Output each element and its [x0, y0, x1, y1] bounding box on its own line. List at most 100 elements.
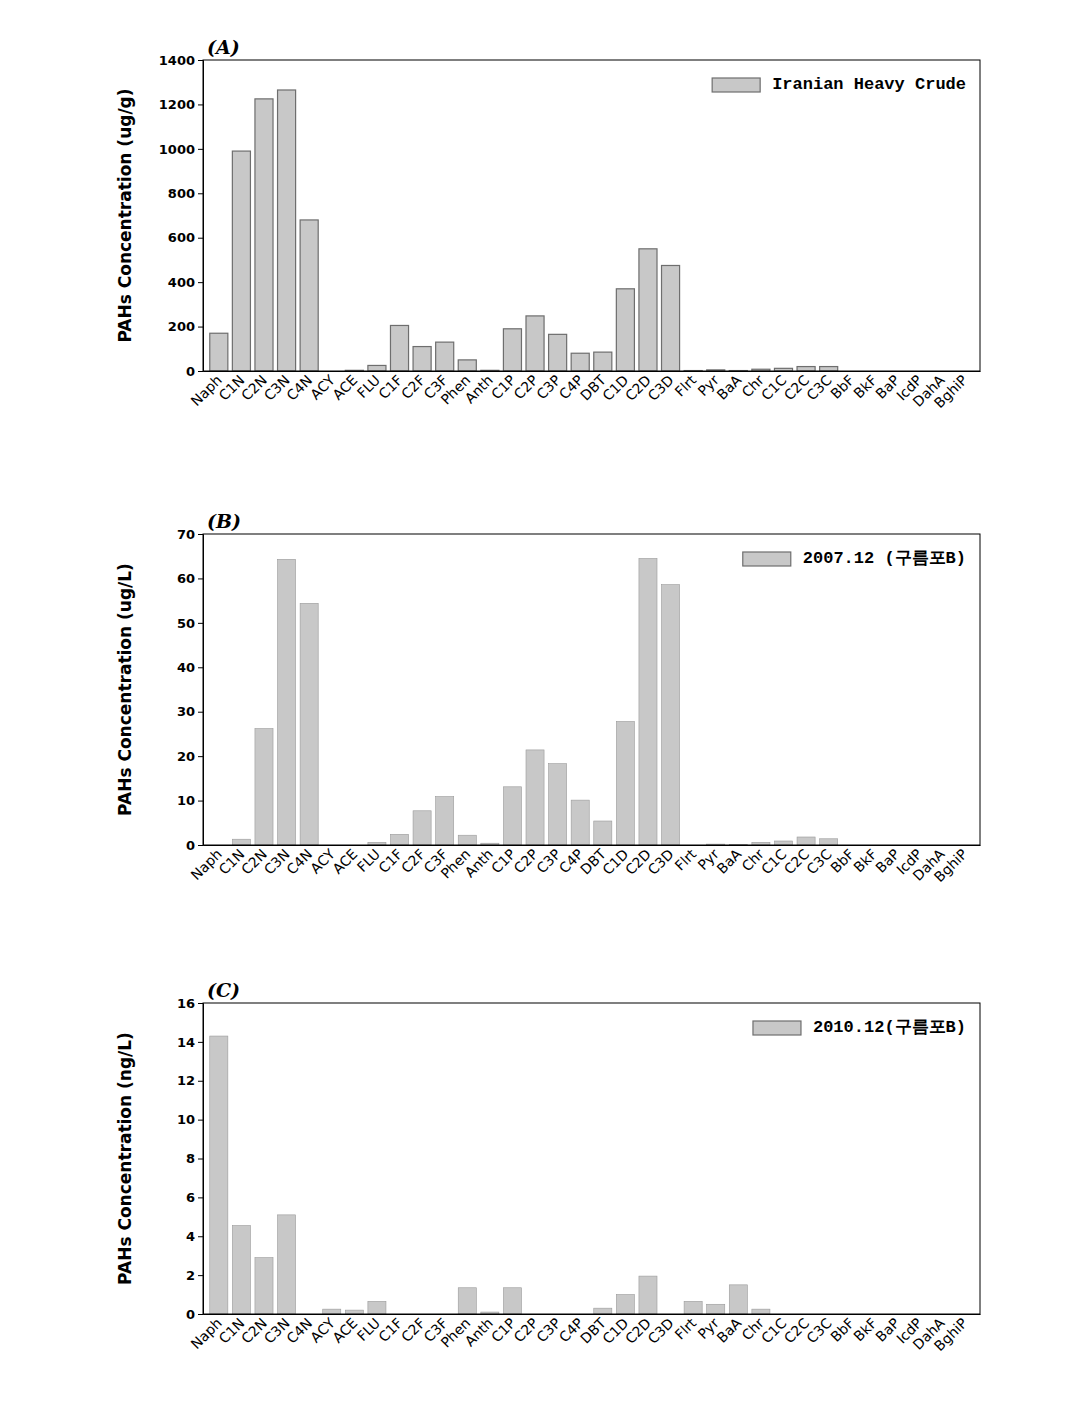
y-tick: 1400 [159, 53, 203, 68]
bar [368, 1301, 386, 1314]
y-tick-label: 1400 [159, 53, 195, 68]
y-tick-mark [198, 667, 203, 668]
bar [616, 721, 634, 845]
figure: 0200400600800100012001400NaphC1NC2NC3NC4… [0, 0, 1084, 1410]
x-tick: Flrt [672, 371, 700, 400]
bar [707, 1304, 725, 1314]
y-tick: 14 [177, 1035, 203, 1050]
y-tick: 6 [186, 1190, 203, 1205]
bar [571, 800, 589, 845]
bar [390, 834, 408, 845]
legend-swatch [712, 78, 760, 92]
y-tick-label: 6 [186, 1190, 195, 1205]
y-tick-label: 10 [177, 1112, 195, 1127]
y-axis: 0200400600800100012001400 [159, 53, 204, 379]
panel-title: (B) [207, 510, 241, 532]
bar [820, 839, 838, 845]
y-tick: 2 [186, 1268, 203, 1283]
y-tick-label: 60 [177, 571, 195, 586]
panel-title: (A) [207, 36, 240, 58]
legend-swatch [743, 552, 791, 566]
bar [368, 365, 386, 371]
bar [639, 1276, 657, 1314]
y-tick: 600 [168, 230, 203, 245]
y-axis-line [198, 61, 204, 372]
x-tick: Flrt [672, 845, 700, 874]
x-tick: Flrt [672, 1314, 700, 1343]
bar [797, 837, 815, 845]
y-tick: 30 [177, 704, 203, 719]
x-tick: FLU [354, 371, 383, 401]
y-tick: 50 [177, 616, 203, 631]
y-tick-label: 0 [186, 1307, 195, 1322]
y-tick-label: 20 [177, 749, 195, 764]
y-tick-label: 400 [168, 275, 195, 290]
y-tick: 1200 [159, 97, 203, 112]
y-tick-label: 0 [186, 838, 195, 853]
x-tick: FLU [354, 845, 383, 875]
legend-label: Iranian Heavy Crude [772, 75, 966, 94]
bar [639, 558, 657, 845]
y-tick-label: 30 [177, 704, 195, 719]
y-tick-mark [198, 149, 203, 150]
x-axis-line [204, 371, 981, 372]
y-tick-label: 800 [168, 186, 195, 201]
y-tick-label: 10 [177, 793, 195, 808]
bar [300, 603, 318, 845]
bar [684, 1301, 702, 1314]
x-tick: BghiP [931, 845, 970, 885]
y-tick-label: 50 [177, 616, 195, 631]
y-tick: 0 [186, 1307, 203, 1322]
x-tick-label: Flrt [672, 1314, 700, 1342]
bar [616, 289, 634, 371]
legend: Iranian Heavy Crude [712, 75, 966, 94]
bar [752, 1309, 770, 1314]
y-tick: 70 [177, 527, 203, 542]
x-tick-label: Flrt [672, 371, 700, 399]
y-tick: 200 [168, 319, 203, 334]
bar [662, 265, 680, 371]
y-tick-mark [198, 193, 203, 194]
y-tick: 10 [177, 1112, 203, 1127]
x-axis-line [204, 845, 981, 846]
y-tick-label: 12 [177, 1073, 195, 1088]
x-tick: FLU [354, 1314, 383, 1344]
bars [210, 90, 838, 371]
bar [503, 329, 521, 371]
panel: 010203040506070NaphC1NC2NC3NC4NACYACEFLU… [115, 510, 981, 885]
y-axis-title: PAHs Concentration (ng/L) [115, 1032, 135, 1285]
bar [436, 797, 454, 845]
y-tick: 8 [186, 1151, 203, 1166]
y-tick-mark [198, 238, 203, 239]
bar [300, 220, 318, 371]
y-tick-label: 8 [186, 1151, 195, 1166]
y-axis: 0246810121416 [177, 996, 204, 1322]
x-tick-label: BghiP [931, 846, 970, 885]
x-tick: BghiP [931, 1314, 970, 1354]
y-tick-label: 70 [177, 527, 195, 542]
bar [549, 334, 567, 371]
y-axis: 010203040506070 [177, 527, 204, 853]
bar [797, 367, 815, 371]
bar [594, 352, 612, 371]
bar [503, 1288, 521, 1314]
x-tick-label: BghiP [931, 1315, 970, 1354]
y-tick-mark [198, 1314, 203, 1315]
x-axis: NaphC1NC2NC3NC4NACYACEFLUC1FC2FC3FPhenAn… [188, 1314, 981, 1354]
x-tick-label: Flrt [672, 845, 700, 873]
y-tick-mark [198, 845, 203, 846]
plot-frame [203, 1003, 980, 1314]
bar [639, 249, 657, 371]
bar [458, 835, 476, 845]
legend: 2007.12 (구름포B) [743, 549, 966, 568]
bar [232, 151, 250, 371]
bar [278, 90, 296, 371]
bar [436, 342, 454, 371]
x-axis: NaphC1NC2NC3NC4NACYACEFLUC1FC2FC3FPhenAn… [188, 845, 981, 885]
y-tick-label: 4 [186, 1229, 195, 1244]
y-axis-title: PAHs Concentration (ug/L) [115, 563, 135, 816]
plot-frame [203, 534, 980, 845]
bar [594, 821, 612, 845]
y-tick-label: 1200 [159, 97, 195, 112]
y-tick-mark [198, 534, 203, 535]
